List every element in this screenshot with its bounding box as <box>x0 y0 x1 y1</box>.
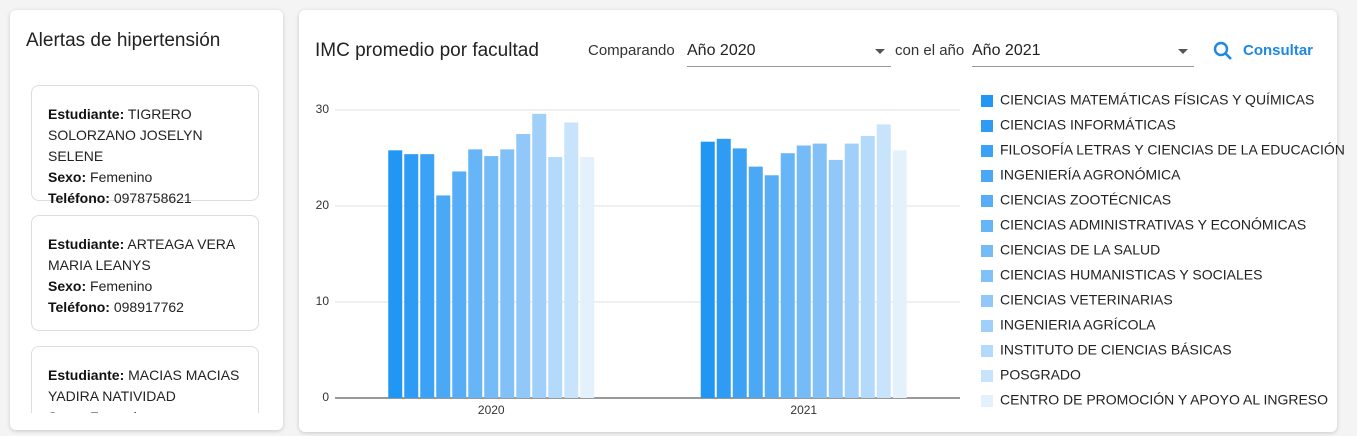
alert-card: Estudiante: MACIAS MACIAS YADIRA NATIVID… <box>31 346 259 413</box>
year-b-select[interactable]: Año 2021 <box>972 38 1194 67</box>
legend-label: INSTITUTO DE CIENCIAS BÁSICAS <box>1000 342 1232 358</box>
legend-swatch <box>981 195 993 207</box>
legend-swatch <box>981 120 993 132</box>
alert-field: Teléfono: 098917762 <box>48 297 242 318</box>
with-label: con el año <box>895 42 965 59</box>
chart-title: IMC promedio por facultad <box>315 40 539 61</box>
field-label: Teléfono: <box>48 190 110 206</box>
legend-label: CIENCIAS HUMANISTICAS Y SOCIALES <box>1000 267 1262 283</box>
bar <box>748 166 763 398</box>
legend-label: CIENCIAS MATEMÁTICAS FÍSICAS Y QUÍMICAS <box>1000 92 1314 108</box>
legend-swatch <box>981 145 993 157</box>
field-value: ARTEAGA VERA MARIA LEANYS <box>48 236 235 273</box>
bar <box>844 143 859 398</box>
alert-field: Estudiante: ARTEAGA VERA MARIA LEANYS <box>48 234 242 276</box>
legend-label: CIENCIAS INFORMÁTICAS <box>1000 117 1176 133</box>
alert-list: Estudiante: TIGRERO SOLORZANO JOSELYN SE… <box>10 74 283 413</box>
legend-label: FILOSOFÍA LETRAS Y CIENCIAS DE LA EDUCAC… <box>1000 142 1345 158</box>
bar <box>764 175 779 398</box>
alert-field: Sexo: Femenino <box>48 407 242 413</box>
legend-label: INGENIERÍA AGRONÓMICA <box>1000 167 1181 183</box>
bar <box>548 157 563 398</box>
field-value: TIGRERO SOLORZANO JOSELYN SELENE <box>48 106 203 164</box>
field-label: Sexo: <box>48 409 86 413</box>
legend-swatch <box>981 220 993 232</box>
legend-swatch <box>981 370 993 382</box>
field-value: Femenino <box>90 169 153 185</box>
bar <box>580 157 595 398</box>
search-icon <box>1213 41 1232 60</box>
legend-label: CENTRO DE PROMOCIÓN Y APOYO AL INGRESO <box>1000 392 1328 408</box>
bar <box>828 159 843 398</box>
bar <box>516 134 531 398</box>
bar <box>732 148 747 398</box>
bar <box>780 153 795 398</box>
field-value: 098917762 <box>113 299 184 315</box>
compare-label: Comparando <box>588 42 675 59</box>
alert-card: Estudiante: ARTEAGA VERA MARIA LEANYS Sex… <box>31 215 259 331</box>
field-label: Estudiante: <box>48 236 125 252</box>
legend-swatch <box>981 170 993 182</box>
alert-field: Estudiante: MACIAS MACIAS YADIRA NATIVID… <box>48 365 242 407</box>
field-label: Estudiante: <box>48 106 125 122</box>
bar <box>796 145 811 398</box>
alert-field: Sexo: Femenino <box>48 167 242 188</box>
bar <box>564 122 579 398</box>
legend-swatch <box>981 295 993 307</box>
field-label: Teléfono: <box>48 299 110 315</box>
y-tick-label: 10 <box>316 294 330 308</box>
legend-label: CIENCIAS ZOOTÉCNICAS <box>1000 192 1171 208</box>
year-a-select[interactable]: Año 2020 <box>687 38 891 67</box>
bar <box>436 195 451 398</box>
bar <box>716 138 731 399</box>
legend-swatch <box>981 345 993 357</box>
query-button[interactable]: Consultar <box>1211 38 1313 64</box>
y-tick-label: 0 <box>322 390 329 404</box>
bar <box>388 150 403 398</box>
field-label: Sexo: <box>48 278 87 294</box>
legend-swatch <box>981 320 993 332</box>
bar <box>700 141 715 398</box>
alert-field: Sexo: Femenino <box>48 276 242 297</box>
legend-label: CIENCIAS VETERINARIAS <box>1000 292 1173 308</box>
bar <box>812 143 827 398</box>
bar <box>420 154 435 398</box>
alerts-title: Alertas de hipertensión <box>26 30 221 51</box>
alert-card: Estudiante: TIGRERO SOLORZANO JOSELYN SE… <box>31 85 259 206</box>
bar <box>404 154 419 398</box>
legend-swatch <box>981 245 993 257</box>
query-button-label: Consultar <box>1243 42 1314 59</box>
y-tick-label: 20 <box>316 198 330 212</box>
alert-field: Estudiante: TIGRERO SOLORZANO JOSELYN SE… <box>48 104 242 167</box>
alert-field: Teléfono: 0978758621 <box>48 188 242 209</box>
bar <box>468 149 483 398</box>
field-value: 0978758621 <box>113 190 192 206</box>
legend-label: CIENCIAS DE LA SALUD <box>1000 242 1160 258</box>
bar <box>892 150 907 398</box>
bar <box>484 156 499 398</box>
alerts-panel: Alertas de hipertensión Estudiante: TIGR… <box>10 10 283 430</box>
legend-swatch <box>981 270 993 282</box>
bar <box>500 149 515 398</box>
field-value: Femenino <box>90 409 152 413</box>
bar <box>876 124 891 399</box>
legend-swatch <box>981 95 993 107</box>
field-label: Sexo: <box>48 169 87 185</box>
y-tick-label: 30 <box>316 102 330 116</box>
field-value: Femenino <box>90 278 153 294</box>
legend-label: POSGRADO <box>1000 367 1081 383</box>
bar <box>860 135 875 399</box>
legend-label: INGENIERIA AGRÍCOLA <box>1000 317 1156 333</box>
bar <box>452 171 467 398</box>
x-tick-label: 2021 <box>790 403 817 417</box>
field-label: Estudiante: <box>48 367 125 383</box>
field-value: MACIAS MACIAS YADIRA NATIVIDAD <box>48 367 240 404</box>
bar <box>532 113 547 398</box>
legend-label: CIENCIAS ADMINISTRATIVAS Y ECONÓMICAS <box>1000 217 1306 233</box>
legend-swatch <box>981 395 993 407</box>
x-tick-label: 2020 <box>478 403 505 417</box>
